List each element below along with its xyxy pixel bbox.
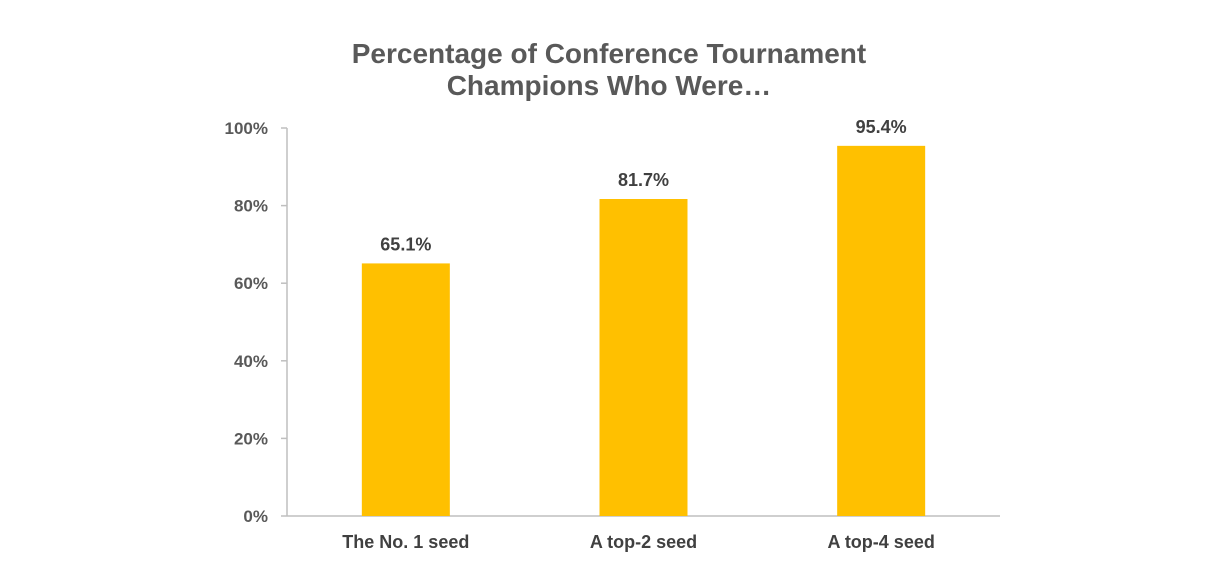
bar xyxy=(837,145,926,516)
x-category-label: A top-2 seed xyxy=(590,532,697,552)
chart-title-line-1: Percentage of Conference Tournament xyxy=(351,38,867,69)
y-tick-label: 100% xyxy=(225,119,268,138)
y-tick-label: 40% xyxy=(234,352,268,371)
chart-title: Percentage of Conference Tournament Cham… xyxy=(0,38,1218,102)
y-tick-label: 60% xyxy=(234,274,268,293)
bar xyxy=(361,263,450,516)
y-tick-label: 80% xyxy=(234,197,268,216)
bar xyxy=(599,199,688,516)
x-category-label: A top-4 seed xyxy=(827,532,934,552)
chart-title-line-2: Champions Who Were… xyxy=(446,70,772,101)
y-tick-label: 0% xyxy=(243,507,268,526)
y-tick-label: 20% xyxy=(234,429,268,448)
data-label: 65.1% xyxy=(380,234,431,254)
x-category-label: The No. 1 seed xyxy=(342,532,469,552)
data-label: 81.7% xyxy=(618,170,669,190)
data-label: 95.4% xyxy=(856,117,907,137)
